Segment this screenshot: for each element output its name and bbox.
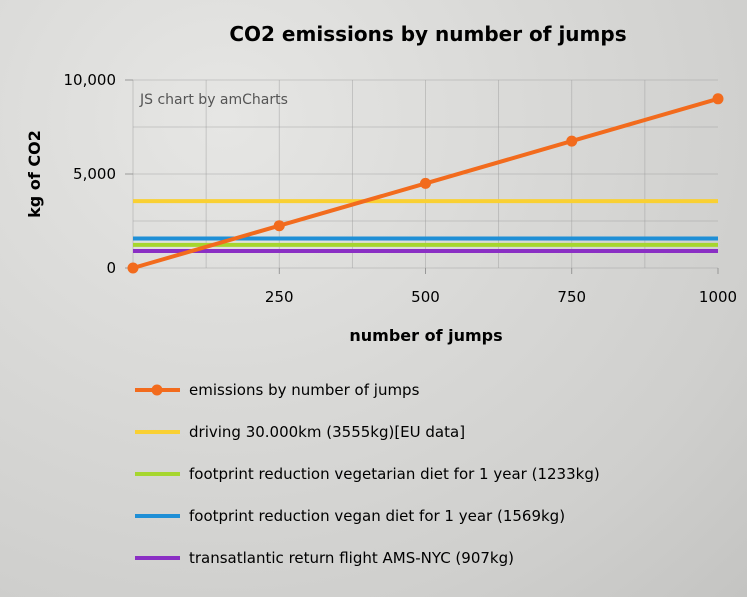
y-axis-label: kg of CO2 [25, 130, 44, 218]
series-point[interactable] [273, 220, 285, 232]
legend-label: driving 30.000km (3555kg)[EU data] [189, 423, 465, 441]
y-tick-label: 0 [106, 259, 116, 277]
chart-title: CO2 emissions by number of jumps [229, 22, 626, 46]
legend-label: emissions by number of jumps [189, 381, 420, 399]
legend-label: transatlantic return flight AMS-NYC (907… [189, 549, 514, 567]
chart-credit[interactable]: JS chart by amCharts [139, 92, 288, 108]
legend-label: footprint reduction vegetarian diet for … [189, 465, 600, 483]
legend-item[interactable]: transatlantic return flight AMS-NYC (907… [135, 549, 514, 567]
legend: emissions by number of jumps driving 30.0… [135, 381, 600, 567]
legend-item[interactable]: driving 30.000km (3555kg)[EU data] [135, 423, 465, 441]
y-tick-label: 10,000 [64, 71, 117, 89]
legend-label: footprint reduction vegan diet for 1 yea… [189, 507, 565, 525]
x-tick-label: 250 [265, 288, 294, 306]
legend-item[interactable]: footprint reduction vegetarian diet for … [135, 465, 600, 483]
y-tick-label: 5,000 [73, 165, 116, 183]
legend-item[interactable]: footprint reduction vegan diet for 1 yea… [135, 507, 565, 525]
x-tick-label: 1000 [699, 288, 737, 306]
legend-swatch-marker [151, 384, 163, 396]
series-point[interactable] [712, 93, 724, 105]
legend-item[interactable]: emissions by number of jumps [135, 381, 420, 399]
x-axis-ticks: 250 500 750 1000 [265, 268, 737, 306]
y-axis-ticks: 0 5,000 10,000 [64, 71, 133, 277]
series-point[interactable] [127, 262, 139, 274]
series-point[interactable] [420, 177, 431, 189]
x-tick-label: 750 [557, 288, 586, 306]
series-layer [127, 93, 724, 274]
x-tick-label: 500 [411, 288, 440, 306]
x-axis-label: number of jumps [349, 326, 502, 345]
series-point[interactable] [566, 135, 578, 147]
